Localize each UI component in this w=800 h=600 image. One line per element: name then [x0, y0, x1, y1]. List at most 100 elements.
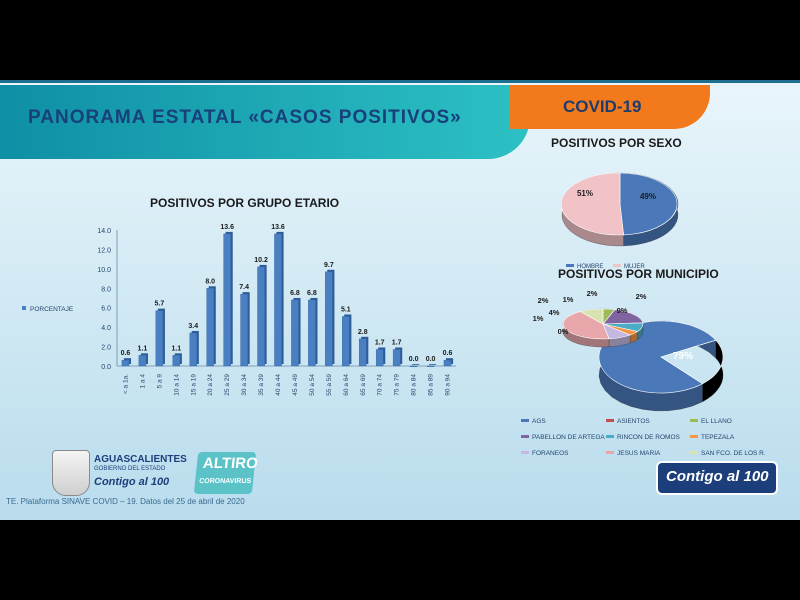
- charts-canvas: POSITIVOS POR GRUPO ETARIO 0.0 2.0 4.0 6.0 8.…: [22, 136, 766, 457]
- pie-sex-slice: [619, 172, 678, 236]
- pie-mun-value-label: 2%: [538, 296, 549, 305]
- bar: [392, 349, 401, 367]
- pie-mun-legend-swatch: [606, 435, 614, 438]
- bar: [274, 233, 282, 367]
- state-shield-icon: [52, 450, 90, 496]
- top-divider: [0, 80, 800, 83]
- pie-mun-legend-label: AGS: [532, 418, 546, 425]
- pie-mun-legend-swatch: [521, 419, 529, 422]
- bar: [325, 271, 333, 367]
- y-tick-label: 10.0: [97, 267, 111, 274]
- bar-value-label: 1.1: [138, 345, 148, 352]
- x-tick-label: 10 a 14: [173, 374, 180, 396]
- pie-mun-legend-swatch: [521, 435, 529, 438]
- bar: [291, 299, 299, 367]
- legend-label: PORCENTAJE: [30, 306, 74, 313]
- x-tick-label: 70 a 74: [377, 374, 384, 396]
- x-tick-label: 5 a 9: [156, 374, 163, 389]
- bar: [189, 332, 198, 367]
- x-tick-label: 50 a 54: [309, 374, 316, 396]
- pie-sex-value-label: 49%: [640, 192, 656, 201]
- state-subtitle: GOBIERNO DEL ESTADO: [94, 466, 166, 472]
- x-tick-label: 75 a 79: [394, 374, 401, 396]
- bar-value-label: 0.6: [121, 350, 131, 357]
- pie-mun-value-label: 0%: [558, 327, 569, 336]
- pie-sex-legend-label: HOMBRE: [577, 264, 603, 270]
- contigo-logo-text: Contigo al 100: [94, 476, 170, 488]
- x-tick-label: 55 a 59: [326, 374, 333, 396]
- pie-mun-value-label: 9%: [617, 306, 628, 315]
- contigo-badge-text: Contigo al 100: [666, 468, 769, 485]
- pie-mun-legend-label: SAN FCO. DE LOS R.: [701, 450, 766, 457]
- bar: [257, 266, 265, 367]
- y-tick-label: 2.0: [101, 345, 111, 352]
- bar: [308, 299, 316, 367]
- pie-mun-value-label: 4%: [549, 308, 560, 317]
- page-title: PANORAMA ESTATAL «CASOS POSITIVOS»: [28, 107, 462, 128]
- x-tick-label: 65 a 69: [360, 374, 367, 396]
- pie-mun-legend-swatch: [521, 451, 529, 454]
- bar: [240, 293, 248, 367]
- bar: [342, 316, 350, 367]
- x-tick-label: 25 a 29: [224, 374, 231, 396]
- bar-value-label: 6.8: [290, 290, 300, 297]
- bar: [443, 359, 452, 367]
- covid-tab: COVID-19: [510, 85, 710, 129]
- bar-chart-age-group: POSITIVOS POR GRUPO ETARIO 0.0 2.0 4.0 6.0 8.…: [22, 196, 456, 396]
- pie-mun-slice: [660, 339, 724, 385]
- x-tick-label: 40 a 44: [275, 374, 282, 396]
- pie-sex-legend-swatch: [566, 264, 574, 267]
- bar: [409, 365, 418, 368]
- bar-value-label: 9.7: [324, 262, 334, 269]
- pie-mun-value-label: 1%: [563, 295, 574, 304]
- covid-tab-label: COVID-19: [563, 97, 642, 116]
- x-tick-label: 1 a 4: [139, 374, 146, 389]
- bar-value-label: 5.7: [155, 301, 165, 308]
- pie-mun-legend-label: JESUS MARIA: [617, 450, 661, 457]
- pie-mun-legend-label: TEPEZALA: [701, 434, 735, 441]
- bar: [206, 288, 214, 367]
- bar: [138, 355, 147, 367]
- bar: [426, 365, 435, 368]
- bar-value-label: 13.6: [220, 224, 234, 231]
- pie-mun-legend-swatch: [690, 419, 698, 422]
- bar: [359, 338, 367, 367]
- y-tick-label: 12.0: [97, 247, 111, 254]
- pie-sex-legend-label: MUJER: [624, 264, 645, 270]
- pie-mun-small-slice: [602, 309, 644, 325]
- y-tick-label: 8.0: [101, 286, 111, 293]
- state-name: AGUASCALIENTES: [94, 454, 187, 465]
- y-tick-label: 0.0: [101, 364, 111, 371]
- x-tick-label: 20 a 24: [207, 374, 214, 396]
- bar-side: [429, 364, 437, 365]
- pie-mun-small-slice: [579, 308, 604, 325]
- pie-mun-legend-label: ASIENTOS: [617, 418, 650, 425]
- bar-value-label: 1.7: [375, 339, 385, 346]
- aguascalientes-logo: AGUASCALIENTES GOBIERNO DEL ESTADO Conti…: [52, 450, 187, 502]
- pie-mun-value-label: 2%: [636, 292, 647, 301]
- coronavirus-text: CORONAVIRUS: [198, 478, 252, 485]
- pie-mun-title: POSITIVOS POR MUNICIPIO: [558, 267, 719, 281]
- bar-value-label: 1.7: [392, 339, 402, 346]
- bar-side: [412, 364, 420, 365]
- y-tick-label: 14.0: [97, 228, 111, 235]
- bar-value-label: 7.4: [239, 284, 249, 291]
- pie-mun-legend-swatch: [606, 451, 614, 454]
- x-tick-label: 30 a 34: [241, 374, 248, 396]
- x-tick-label: < a 1a.: [122, 374, 129, 394]
- pie-sex-value-label: 51%: [577, 189, 593, 198]
- x-tick-label: 60 a 64: [343, 374, 350, 396]
- pie-sex-slice: [560, 172, 624, 236]
- pie-mun-legend-label: RINCON DE ROMOS: [617, 434, 681, 441]
- x-tick-label: 35 a 39: [258, 374, 265, 396]
- pie-mun-value-label: 79%: [673, 351, 693, 362]
- bar-value-label: 5.1: [341, 306, 351, 313]
- pie-mun-legend-label: EL LLANO: [701, 418, 732, 425]
- bar: [121, 359, 130, 367]
- bar: [375, 349, 384, 367]
- bar-value-label: 13.6: [271, 224, 285, 231]
- altiro-text: ALTIRO: [202, 455, 259, 472]
- x-tick-label: 90 a 94: [445, 374, 452, 396]
- bar-value-label: 8.0: [205, 278, 215, 285]
